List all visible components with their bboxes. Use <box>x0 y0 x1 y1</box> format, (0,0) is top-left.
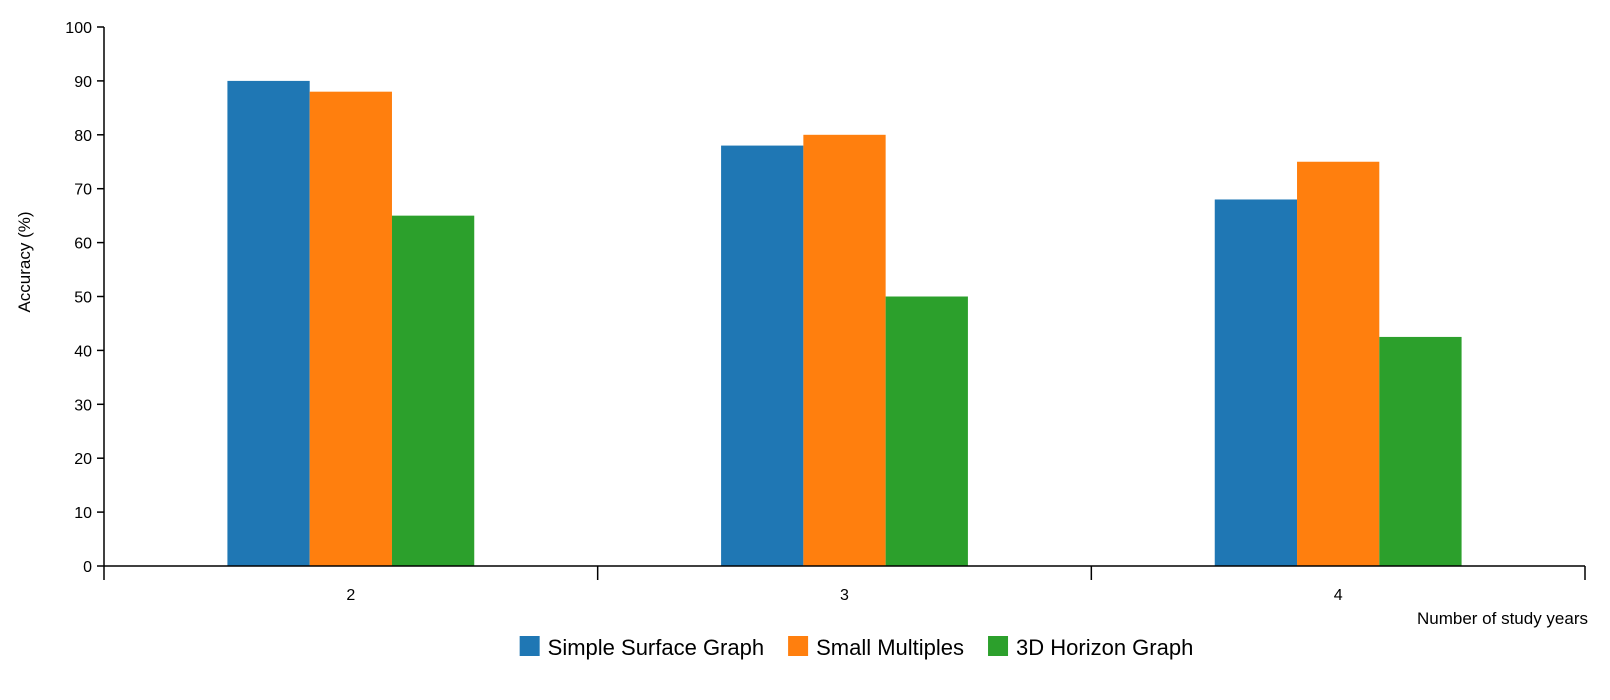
bar-small-multiples-4 <box>1297 161 1380 566</box>
y-tick-label: 0 <box>83 559 92 576</box>
y-axis: 0 10 20 30 40 50 60 70 80 90 100 <box>65 20 105 576</box>
x-tick-label: 4 <box>1334 587 1343 604</box>
bar-3d-horizon-graph-3 <box>885 296 968 566</box>
y-tick-label: 90 <box>74 74 92 91</box>
y-tick-label: 50 <box>74 290 92 307</box>
legend-label-small-multiples: Small Multiples <box>816 635 964 660</box>
bars-group <box>227 80 1462 567</box>
bar-3d-horizon-graph-4 <box>1379 336 1462 566</box>
y-tick-label: 40 <box>74 343 92 360</box>
y-ticks: 0 10 20 30 40 50 60 70 80 90 100 <box>65 20 104 576</box>
legend-swatch-small-multiples <box>788 636 809 656</box>
bar-simple-surface-graph-2 <box>227 80 310 567</box>
bar-small-multiples-2 <box>309 91 392 567</box>
bar-3d-horizon-graph-2 <box>391 215 475 566</box>
y-tick-label: 30 <box>74 397 92 414</box>
x-ticks: 2 3 4 <box>103 566 1586 604</box>
x-axis: 2 3 4 <box>103 565 1586 604</box>
y-tick-label: 20 <box>74 451 92 468</box>
legend-label-3d-horizon-graph: 3D Horizon Graph <box>1016 635 1193 660</box>
y-axis-title: Accuracy (%) <box>15 211 34 312</box>
x-axis-title: Number of study years <box>1417 609 1588 628</box>
y-tick-label: 60 <box>74 236 92 253</box>
bar-small-multiples-3 <box>803 134 886 567</box>
y-tick-label: 80 <box>74 128 92 145</box>
bar-simple-surface-graph-4 <box>1214 199 1298 567</box>
y-tick-label: 100 <box>65 20 92 37</box>
y-tick-label: 10 <box>74 505 92 522</box>
x-tick-label: 2 <box>346 587 355 604</box>
legend-swatch-simple-surface-graph <box>519 636 540 656</box>
y-tick-label: 70 <box>74 182 92 199</box>
legend-label-simple-surface-graph: Simple Surface Graph <box>548 635 764 660</box>
legend-swatch-3d-horizon-graph <box>988 636 1009 656</box>
legend: Simple Surface Graph Small Multiples 3D Ho… <box>519 635 1193 660</box>
bar-simple-surface-graph-3 <box>721 145 804 566</box>
x-tick-label: 3 <box>840 587 849 604</box>
